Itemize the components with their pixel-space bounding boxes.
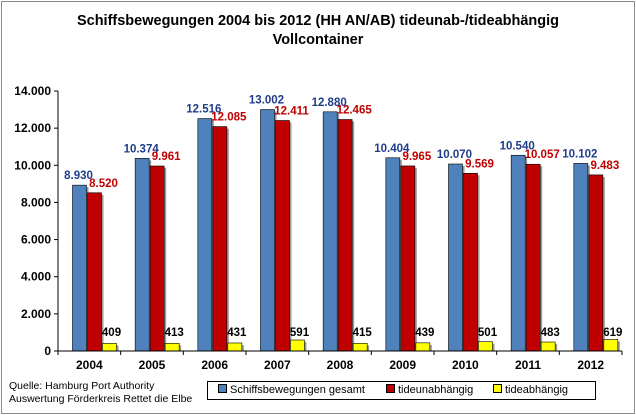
data-label-2007-series-2: 591 [290,327,310,339]
data-label-2004-series-0: 8.930 [64,170,93,182]
data-label-2011-series-2: 483 [541,327,560,339]
x-tick-label-2009: 2009 [389,358,416,372]
legend-swatch-tideunabhaengig [386,384,395,393]
data-label-2004-series-2: 409 [102,327,121,339]
y-tick-label-7: 14.000 [14,84,51,98]
bar-2007-series-1 [275,120,290,352]
bar-2008-series-0 [322,111,338,352]
data-label-2009-series-2: 439 [415,327,434,339]
bar-2005-series-1 [149,165,165,352]
x-tick-label-2005: 2005 [139,358,166,372]
x-tick-label-2004: 2004 [76,358,103,372]
bar-2009-series-1 [400,165,416,352]
bar-2004-series-1 [87,192,102,352]
data-label-2009-series-0: 10.404 [374,143,410,155]
bar-2010-series-1 [463,172,478,352]
legend-swatch-tideabhaengig [493,384,502,393]
bar-2004-series-2 [102,343,117,352]
bar-2008-series-1 [337,119,353,352]
data-label-2010-series-2: 501 [478,327,498,339]
x-tick-label-2010: 2010 [452,358,479,372]
data-label-2012-series-1: 9.483 [590,160,619,172]
data-label-2005-series-0: 10.374 [124,143,160,155]
y-tick-label-3: 6.000 [21,233,51,247]
data-label-2008-series-1: 12.465 [337,105,373,117]
legend-entry-tideabhaengig: tideabhängig [493,383,568,398]
chart-title-block: Schiffsbewegungen 2004 bis 2012 (HH AN/A… [2,12,634,50]
bar-2007-series-2 [290,339,305,352]
data-label-2005-series-2: 413 [165,327,184,339]
bar-2010-series-0 [448,163,463,352]
x-tick-label-2006: 2006 [201,358,228,372]
bar-2009-series-0 [385,157,401,352]
bar-2005-series-0 [134,158,150,352]
bar-2005-series-2 [164,343,180,352]
bar-2009-series-2 [415,342,431,352]
bar-2012-series-0 [573,163,589,352]
data-label-2006-series-2: 431 [227,327,247,339]
x-tick-label-2008: 2008 [327,358,354,372]
data-label-2010-series-1: 9.569 [465,158,494,170]
chart-subtitle: Vollcontainer [272,32,364,48]
data-label-2011-series-1: 10.057 [525,149,560,161]
bar-2012-series-1 [588,174,604,352]
bar-2010-series-2 [478,341,493,352]
bar-2011-series-0 [510,154,526,352]
data-label-2004-series-1: 8.520 [89,178,118,190]
bar-2006-series-1 [212,126,228,352]
data-label-2007-series-0: 13.002 [249,95,284,107]
y-tick-label-0: 0 [44,344,51,358]
x-tick-label-2011: 2011 [515,358,541,372]
bar-2004-series-0 [72,184,87,352]
data-label-2009-series-1: 9.965 [402,151,431,163]
y-tick-label-6: 12.000 [14,121,51,135]
source-line-1: Quelle: Hamburg Port Authority [9,380,155,392]
data-label-2012-series-2: 619 [603,327,622,339]
source-line-2: Auswertung Förderkreis Rettet die Elbe [9,392,193,405]
data-label-2008-series-0: 12.880 [312,97,347,109]
bar-2006-series-0 [197,118,213,352]
x-tick-label-2012: 2012 [577,358,604,372]
data-label-2007-series-1: 12.411 [274,106,309,118]
legend-entry-gesamt: Schiffsbewegungen gesamt [218,383,365,398]
bar-2006-series-2 [227,342,243,352]
bar-2008-series-2 [352,342,368,352]
legend-label-gesamt: Schiffsbewegungen gesamt [230,384,365,396]
data-label-2011-series-0: 10.540 [500,140,535,152]
source-note: Quelle: Hamburg Port Authority Auswertun… [9,380,192,405]
data-label-2012-series-0: 10.102 [562,148,597,160]
data-label-2006-series-1: 12.085 [211,112,247,124]
data-label-2005-series-1: 9.961 [152,151,181,163]
bar-2012-series-2 [603,339,619,352]
legend-label-tideunabhaengig: tideunabhängig [398,384,474,396]
data-label-2010-series-0: 10.070 [437,149,472,161]
data-label-2006-series-0: 12.516 [186,104,221,116]
y-tick-label-1: 2.000 [21,307,51,321]
bar-2011-series-1 [525,163,541,352]
legend-label-tideabhaengig: tideabhängig [505,384,569,396]
data-label-2008-series-2: 415 [353,327,373,339]
x-tick-label-2007: 2007 [264,358,291,372]
chart-title: Schiffsbewegungen 2004 bis 2012 (HH AN/A… [76,13,560,29]
legend-entry-tideunabhaengig: tideunabhängig [386,383,473,398]
chart-legend: Schiffsbewegungen gesamt tideunabhängig … [207,381,596,400]
bar-2011-series-2 [540,341,556,352]
y-tick-label-4: 8.000 [21,195,51,209]
bar-2007-series-0 [260,109,275,352]
y-tick-label-5: 10.000 [14,158,51,172]
legend-swatch-gesamt [218,384,227,393]
y-tick-label-2: 4.000 [21,270,51,284]
